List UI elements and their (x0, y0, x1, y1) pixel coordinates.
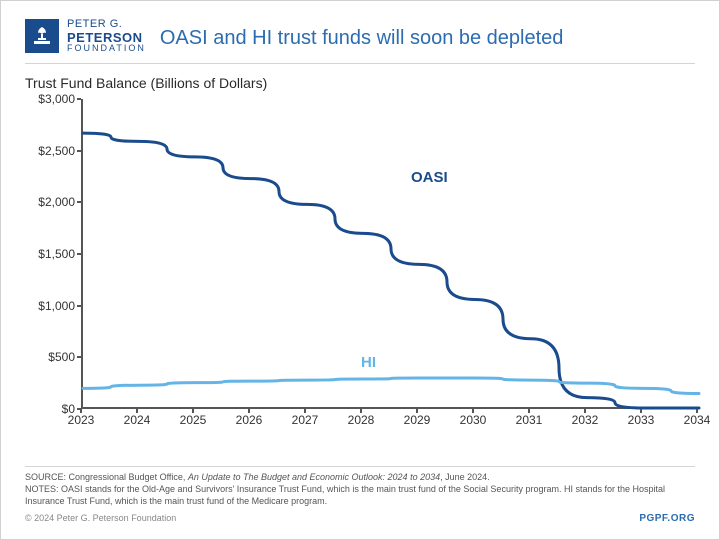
footer-bottom-row: © 2024 Peter G. Peterson Foundation PGPF… (25, 512, 695, 526)
y-axis-title: Trust Fund Balance (Billions of Dollars) (25, 75, 267, 91)
xtick-label: 2028 (348, 413, 375, 427)
series-line-hi (83, 378, 699, 394)
footer-rule (25, 466, 695, 467)
xtick-mark (248, 409, 250, 413)
xtick-label: 2029 (404, 413, 431, 427)
ytick-label: $500 (27, 350, 75, 364)
ytick-mark (77, 253, 81, 255)
xtick-mark (136, 409, 138, 413)
xtick-label: 2032 (572, 413, 599, 427)
logo: PETER G. PETERSON FOUNDATION (25, 19, 146, 54)
ytick-label: $1,000 (27, 299, 75, 313)
ytick-mark (77, 356, 81, 358)
logo-line1: PETER G. (67, 19, 146, 31)
site-url: PGPF.ORG (639, 512, 695, 526)
source-prefix: SOURCE: Congressional Budget Office, (25, 472, 188, 482)
series-label-hi: HI (361, 354, 376, 371)
header-rule (25, 63, 695, 64)
logo-line2: PETERSON (67, 31, 146, 45)
xtick-label: 2024 (124, 413, 151, 427)
source-italic: An Update to The Budget and Economic Out… (188, 472, 440, 482)
xtick-mark (304, 409, 306, 413)
ytick-label: $2,500 (27, 144, 75, 158)
ytick-mark (77, 201, 81, 203)
xtick-mark (696, 409, 698, 413)
xtick-label: 2026 (236, 413, 263, 427)
ytick-label: $1,500 (27, 247, 75, 261)
notes-line: NOTES: OASI stands for the Old-Age and S… (25, 483, 695, 507)
xtick-label: 2025 (180, 413, 207, 427)
xtick-mark (192, 409, 194, 413)
xtick-label: 2031 (516, 413, 543, 427)
copyright: © 2024 Peter G. Peterson Foundation (25, 512, 176, 526)
source-suffix: , June 2024. (440, 472, 490, 482)
logo-line3: FOUNDATION (67, 44, 146, 53)
xtick-mark (584, 409, 586, 413)
source-line: SOURCE: Congressional Budget Office, An … (25, 471, 695, 483)
chart-area: $0$500$1,000$1,500$2,000$2,500$3,0002023… (25, 99, 697, 439)
ytick-label: $3,000 (27, 92, 75, 106)
xtick-label: 2030 (460, 413, 487, 427)
logo-text: PETER G. PETERSON FOUNDATION (67, 19, 146, 54)
plot-svg (83, 99, 699, 409)
header: PETER G. PETERSON FOUNDATION OASI and HI… (1, 1, 719, 60)
xtick-label: 2027 (292, 413, 319, 427)
footer: SOURCE: Congressional Budget Office, An … (25, 466, 695, 525)
xtick-mark (528, 409, 530, 413)
xtick-mark (360, 409, 362, 413)
xtick-mark (80, 409, 82, 413)
ytick-mark (77, 150, 81, 152)
chart-title: OASI and HI trust funds will soon be dep… (160, 19, 564, 50)
xtick-label: 2033 (628, 413, 655, 427)
logo-mark-icon (25, 19, 59, 53)
plot (81, 99, 697, 409)
xtick-label: 2023 (68, 413, 95, 427)
series-label-oasi: OASI (411, 169, 448, 186)
xtick-mark (416, 409, 418, 413)
ytick-mark (77, 98, 81, 100)
xtick-label: 2034 (684, 413, 711, 427)
xtick-mark (472, 409, 474, 413)
xtick-mark (640, 409, 642, 413)
ytick-mark (77, 305, 81, 307)
ytick-label: $2,000 (27, 195, 75, 209)
series-line-oasi (83, 133, 699, 408)
